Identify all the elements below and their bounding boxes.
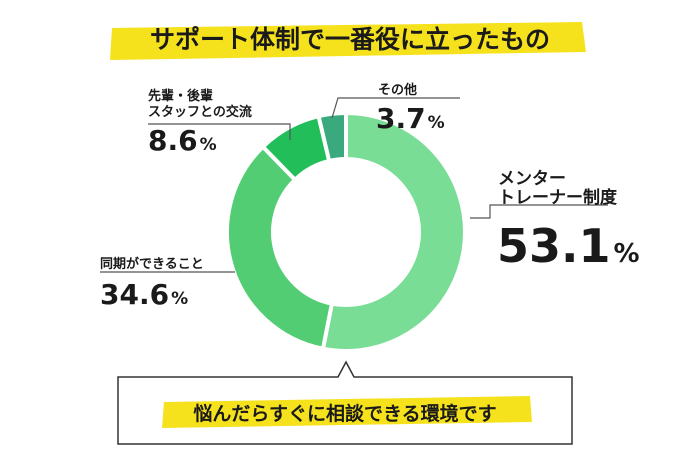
- slice-value-number: 3.7: [376, 102, 426, 135]
- slice-value-unit: %: [200, 135, 217, 155]
- slice-value-unit: %: [428, 113, 445, 133]
- slice-value: 53.1%: [497, 219, 640, 273]
- leader-lines: [100, 97, 608, 273]
- title-highlight: [110, 22, 586, 60]
- slice-other: [316, 110, 348, 164]
- leader-line-mentor: [470, 204, 608, 219]
- slice-value: 34.6%: [100, 278, 188, 311]
- slice-douki: [225, 143, 335, 352]
- slice-label-line: 同期ができること: [100, 256, 204, 272]
- slice-value: 8.6%: [148, 124, 217, 157]
- chart-title: サポート体制で一番役に立ったもの: [150, 25, 550, 54]
- slice-label-line: スタッフとの交流: [148, 104, 252, 120]
- slice-label-senpai: 先輩・後輩 スタッフとの交流 8.6%: [148, 88, 252, 157]
- callout-text: 悩んだらすぐに相談できる環境です: [193, 402, 496, 425]
- slice-label-line: トレーナー制度: [498, 187, 618, 208]
- slice-label-douki: 同期ができること 34.6%: [100, 256, 204, 311]
- slice-label-other: その他 3.7%: [376, 82, 445, 135]
- slice-label-line: メンター: [498, 169, 566, 189]
- slice-label-mentor: メンター トレーナー制度 53.1%: [497, 169, 640, 273]
- slice-value-number: 53.1: [497, 219, 611, 273]
- slice-value-number: 34.6: [100, 278, 169, 311]
- slice-label-line: その他: [378, 82, 417, 98]
- slices-group: [225, 110, 467, 353]
- callout: 悩んだらすぐに相談できる環境です: [117, 360, 573, 445]
- leader-line-other: [331, 97, 460, 119]
- slice-mentor: [320, 110, 467, 353]
- slice-value: 3.7%: [376, 102, 445, 135]
- slice-label-line: 先輩・後輩: [148, 88, 213, 104]
- slice-value-unit: %: [614, 239, 640, 269]
- slice-value-number: 8.6: [148, 124, 198, 157]
- chart-title-group: サポート体制で一番役に立ったもの: [110, 22, 586, 60]
- slice-value-unit: %: [171, 289, 188, 309]
- leader-line-senpai: [148, 123, 291, 140]
- callout-highlight: [162, 396, 532, 428]
